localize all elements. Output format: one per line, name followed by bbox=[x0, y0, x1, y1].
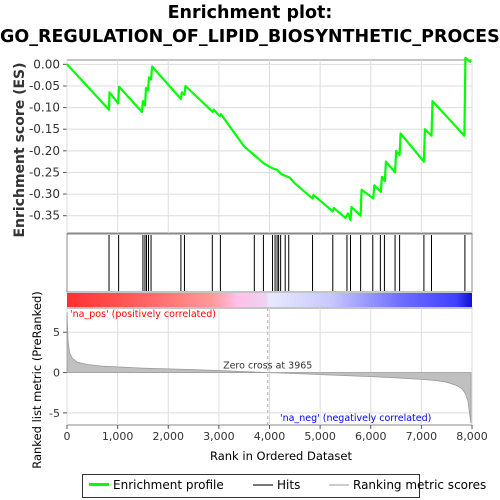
ranked-heatmap-bar bbox=[67, 293, 472, 307]
ranked-color-bar bbox=[67, 293, 472, 307]
x-tick-label: 7,000 bbox=[406, 430, 438, 443]
es-tick-label: -0.10 bbox=[29, 101, 60, 115]
legend-label: Ranking metric scores bbox=[353, 478, 486, 492]
legend-label: Hits bbox=[277, 478, 300, 492]
legend-item-ranking-metric-scores: Ranking metric scores bbox=[329, 478, 486, 492]
hits-panel bbox=[67, 234, 472, 292]
negative-correlation-label: 'na_neg' (negatively correlated) bbox=[280, 413, 431, 424]
legend-line-icon bbox=[329, 484, 349, 486]
es-tick-label: -0.05 bbox=[29, 79, 60, 93]
enrichment-score-panel: 0.00 -0.05 -0.10 -0.15 -0.20 -0.25 -0.30 -0.35 bbox=[29, 57, 472, 233]
x-tick-label: 3,000 bbox=[203, 430, 235, 443]
es-tick-label: -0.20 bbox=[29, 144, 60, 158]
positive-correlation-label: 'na_pos' (positively correlated) bbox=[70, 309, 216, 320]
x-axis-label: Rank in Ordered Dataset bbox=[210, 449, 353, 463]
x-tick-label: 1,000 bbox=[102, 430, 134, 443]
legend-line-icon bbox=[89, 483, 109, 486]
es-tick-label: -0.25 bbox=[29, 165, 60, 179]
hits-area bbox=[67, 234, 472, 292]
ranked-metric-panel: 5 0 -5 Zero cross at 3965 'na_pos' (positive… bbox=[49, 308, 488, 443]
metric-tick-label: -5 bbox=[49, 407, 60, 420]
x-tick-label: 2,000 bbox=[153, 430, 185, 443]
legend-item-enrichment-profile: Enrichment profile bbox=[89, 478, 224, 492]
legend-line-icon bbox=[253, 484, 273, 486]
es-y-axis-label: Enrichment score (ES) bbox=[12, 62, 28, 237]
metric-tick-label: 0 bbox=[53, 367, 60, 380]
x-tick-label: 6,000 bbox=[355, 430, 387, 443]
x-tick-label: 0 bbox=[64, 430, 71, 443]
es-tick-label: 0.00 bbox=[33, 57, 60, 71]
x-tick-label: 4,000 bbox=[254, 430, 286, 443]
legend-label: Enrichment profile bbox=[113, 478, 224, 492]
x-tick-label: 8,000 bbox=[456, 430, 488, 443]
zero-cross-label: Zero cross at 3965 bbox=[223, 361, 312, 372]
x-tick-label: 5,000 bbox=[304, 430, 336, 443]
metric-y-axis-label: Ranked list metric (PreRanked) bbox=[30, 291, 44, 469]
es-tick-label: -0.30 bbox=[29, 187, 60, 201]
legend-item-hits: Hits bbox=[253, 478, 300, 492]
metric-tick-label: 5 bbox=[53, 326, 60, 339]
legend: Enrichment profile Hits Ranking metric s… bbox=[82, 474, 420, 498]
es-tick-label: -0.15 bbox=[29, 122, 60, 136]
es-tick-label: -0.35 bbox=[29, 209, 60, 223]
